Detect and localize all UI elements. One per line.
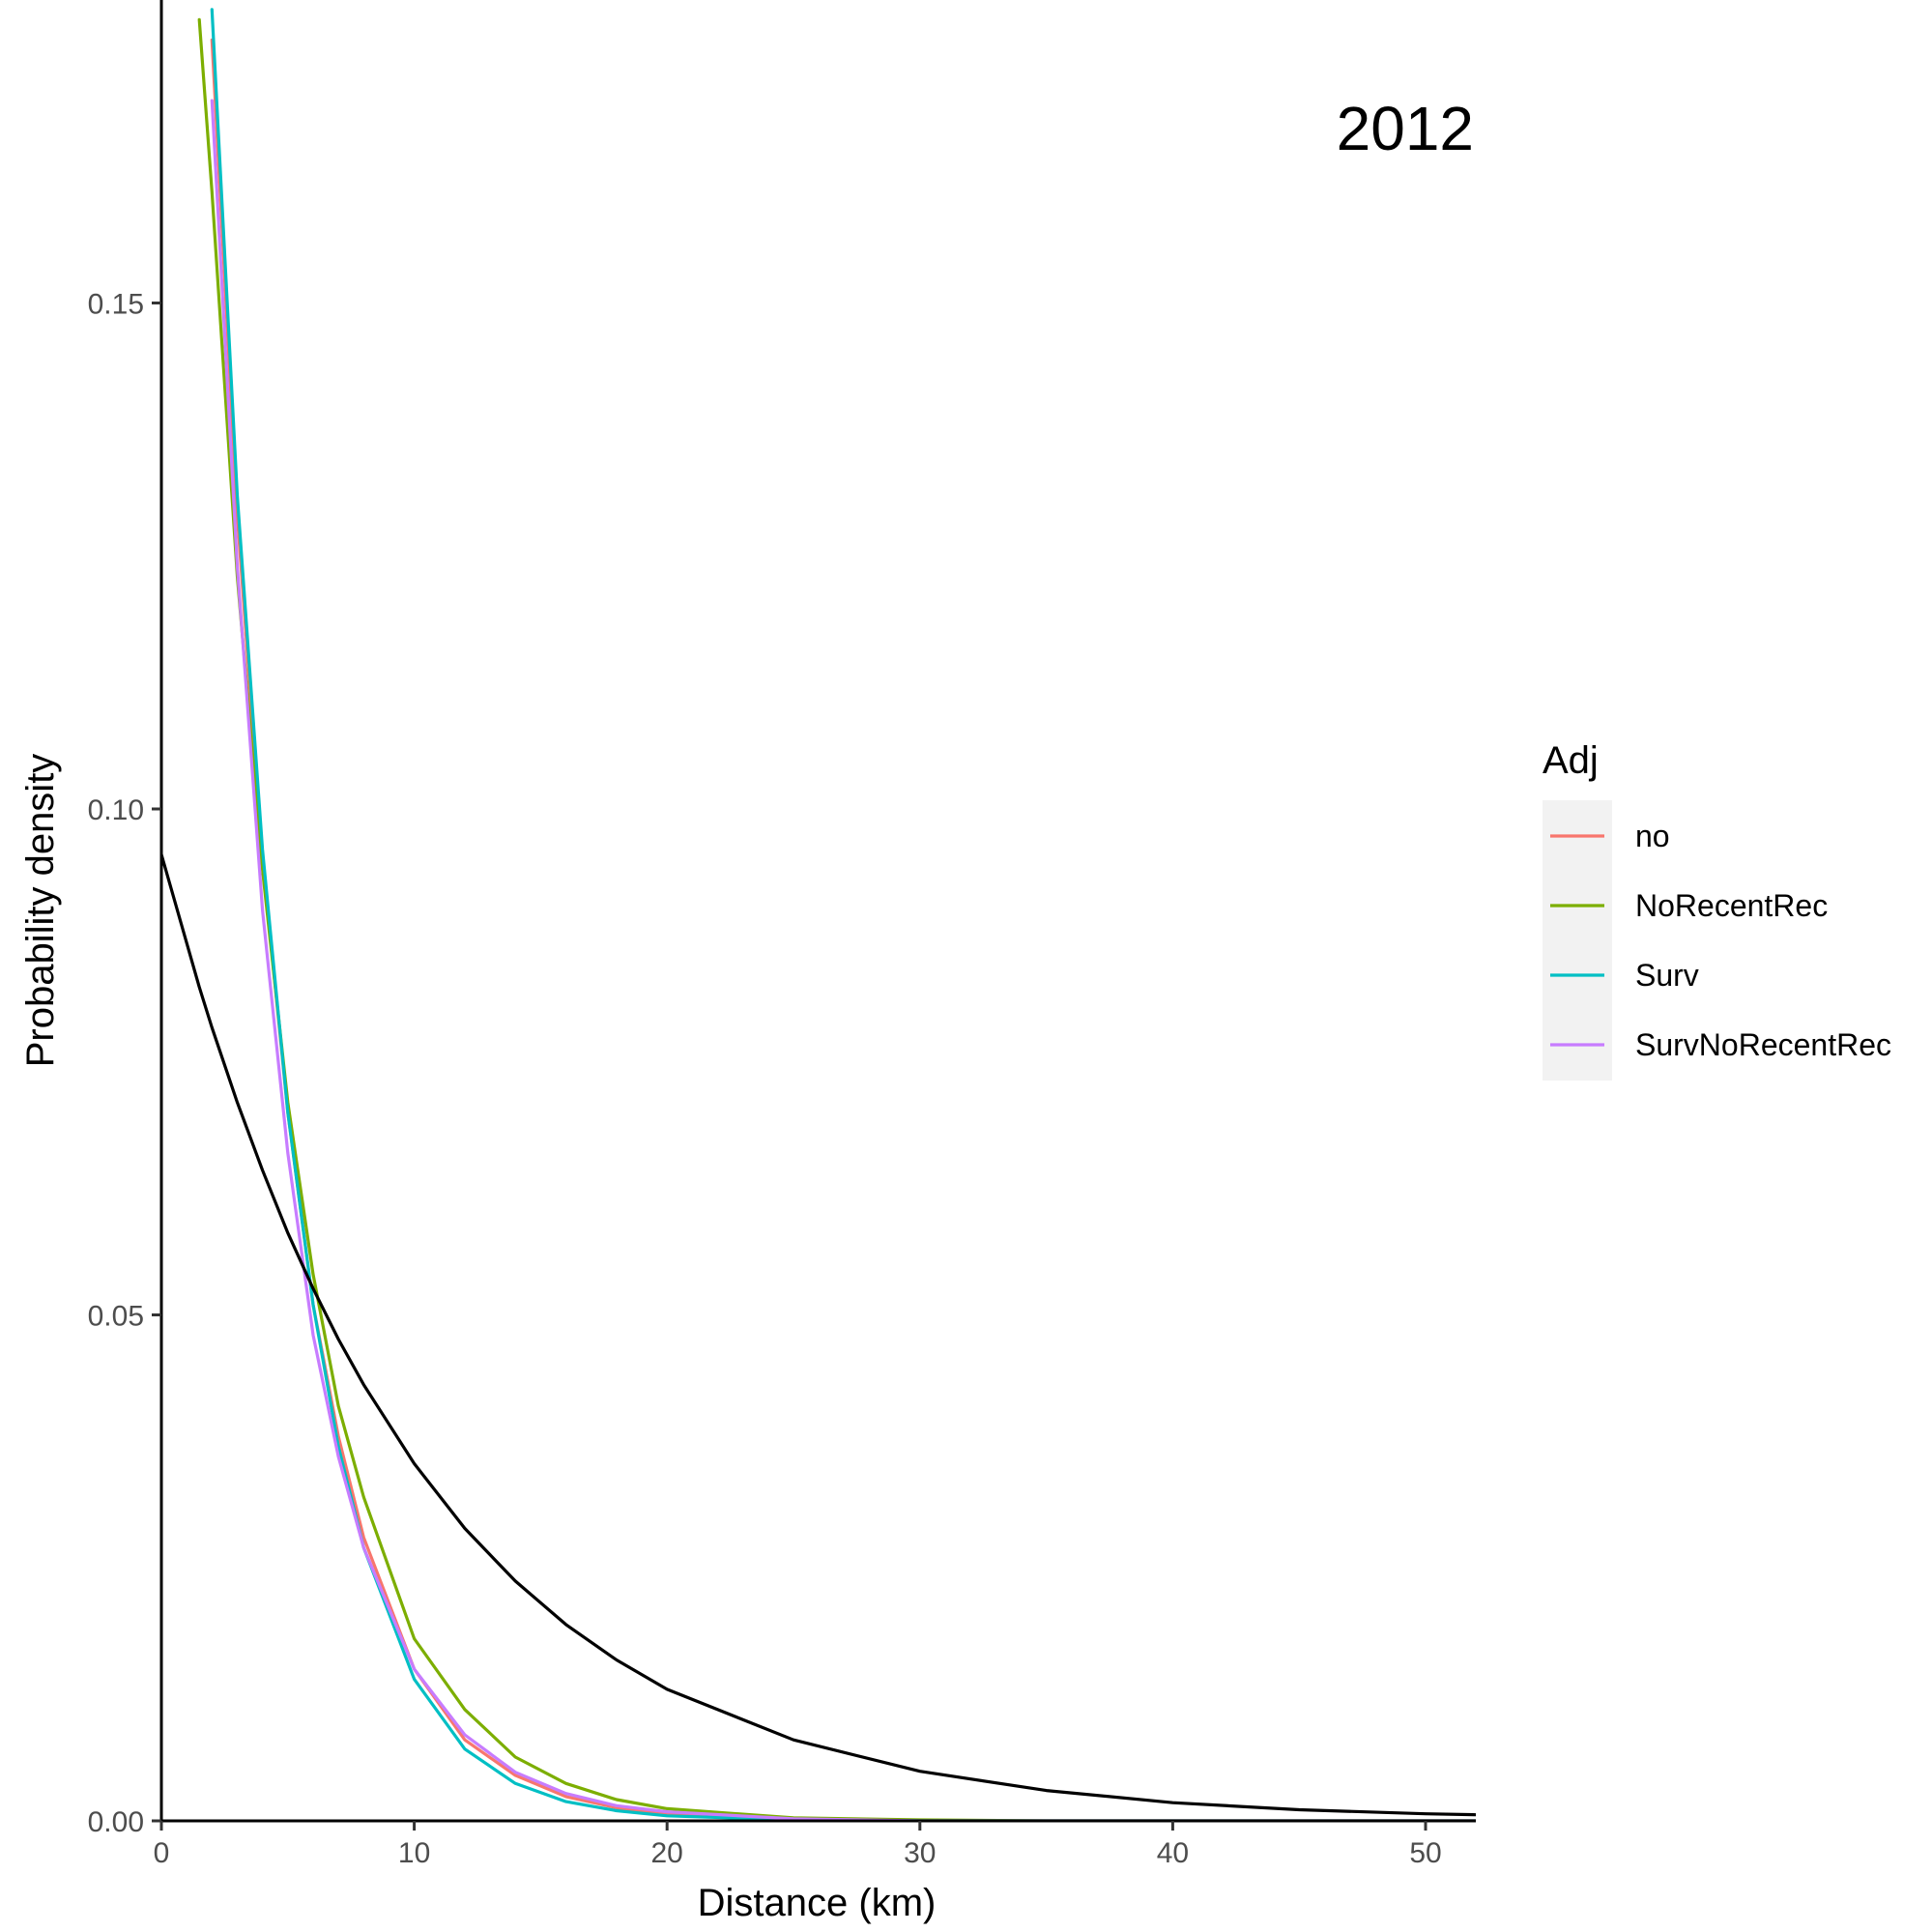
x-tick-label: 50: [1409, 1837, 1441, 1869]
y-tick-label: 0.05: [88, 1301, 144, 1333]
legend-label-surv: Surv: [1635, 958, 1699, 993]
series-line-survnorecentrec: [210, 99, 1476, 1821]
x-tick-label: 0: [154, 1837, 170, 1869]
legend-key-background: [1543, 800, 1612, 1081]
legend-label-norecentrec: NoRecentRec: [1635, 888, 1828, 923]
y-tick-label: 0.15: [88, 289, 144, 321]
series-line-surv: [210, 8, 1476, 1821]
x-axis-title: Distance (km): [698, 1882, 937, 1924]
x-tick-label: 20: [651, 1837, 683, 1869]
x-tick-label: 40: [1157, 1837, 1189, 1869]
series-line-reference: [161, 852, 1476, 1817]
legend-title: Adj: [1543, 739, 1599, 782]
y-tick-label: 0.00: [88, 1806, 144, 1838]
x-tick-label: 30: [904, 1837, 936, 1869]
series-line-no: [210, 38, 1476, 1821]
legend: Adj no NoRecentRec Surv SurvNoRecentRec: [1543, 739, 1891, 1081]
y-axis-title: Probability density: [19, 754, 62, 1068]
y-tick-label: 0.10: [88, 794, 144, 826]
legend-label-no: no: [1635, 819, 1670, 853]
legend-label-survnorecentrec: SurvNoRecentRec: [1635, 1027, 1891, 1062]
series-line-norecentrec: [197, 17, 1476, 1821]
x-tick-label: 10: [398, 1837, 430, 1869]
year-annotation: 2012: [1337, 94, 1474, 163]
